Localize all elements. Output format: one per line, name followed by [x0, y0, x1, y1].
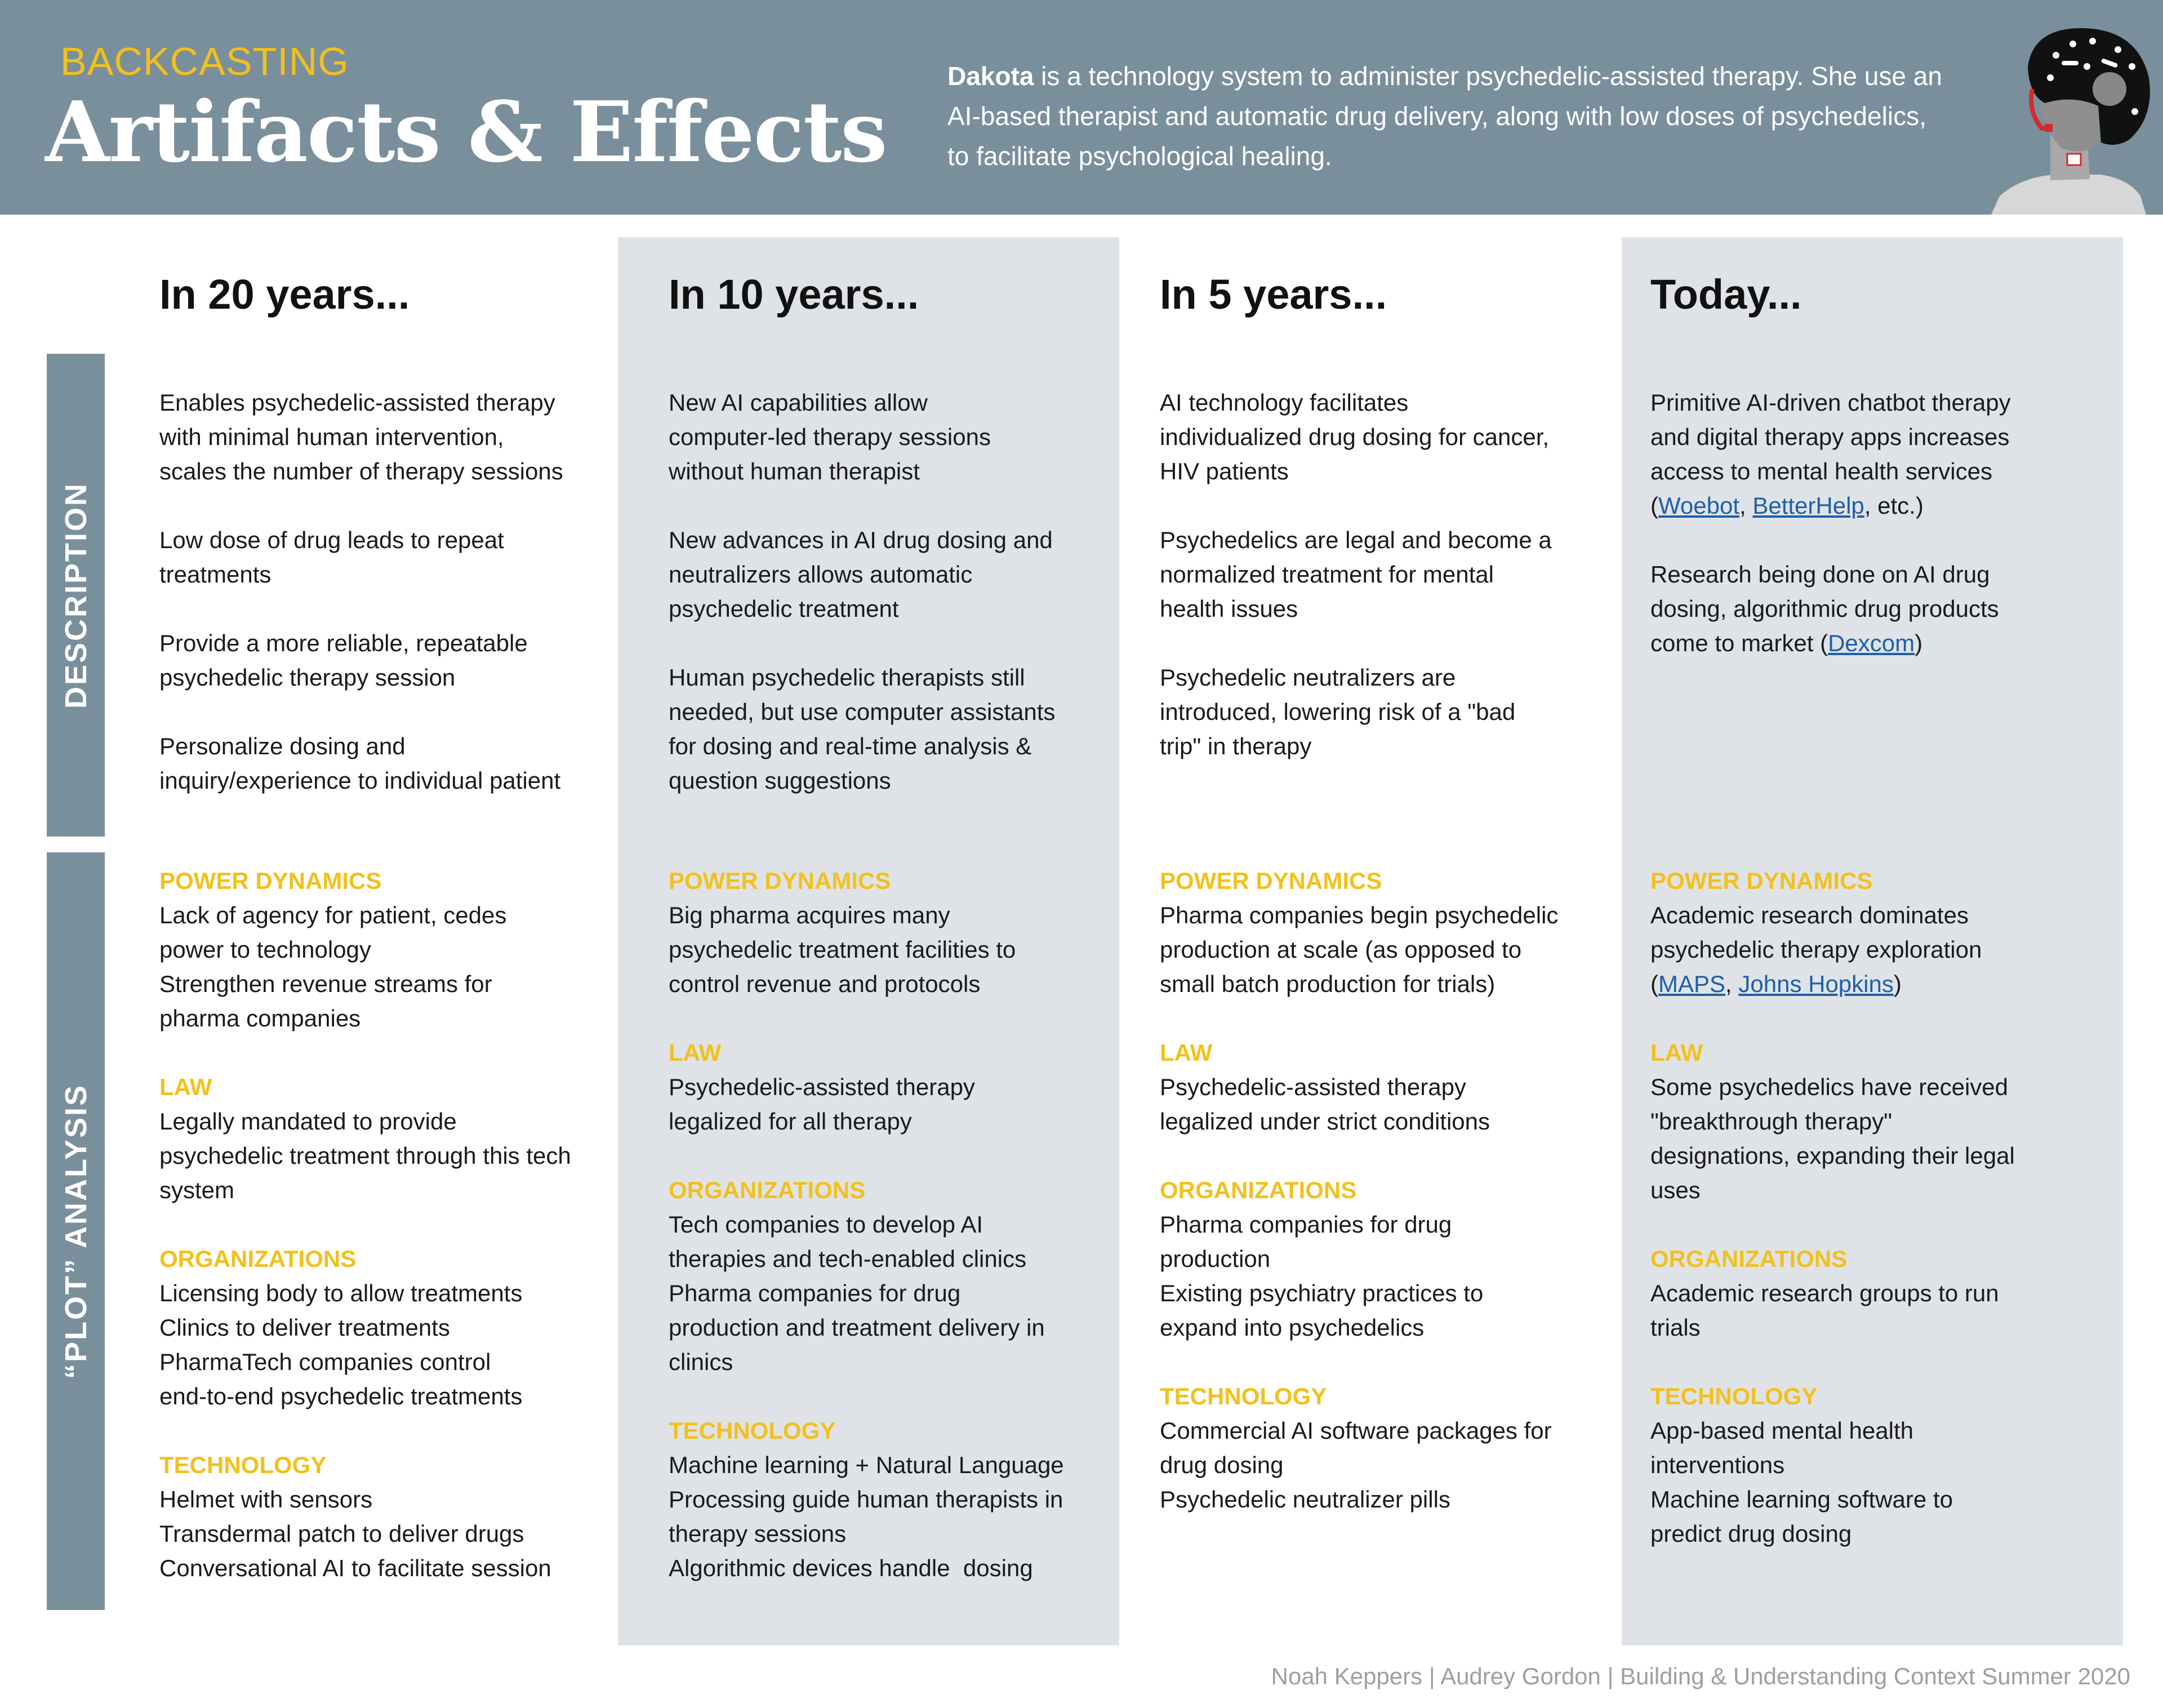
intro-rest: is a technology system to administer psy…	[947, 61, 1942, 171]
section-heading-organizations: ORGANIZATIONS	[1160, 1177, 1357, 1203]
section-body: Helmet with sensors Transdermal patch to …	[159, 1486, 551, 1581]
plot-analysis-block: POWER DYNAMICS Big pharma acquires many p…	[669, 864, 1119, 1620]
description-block: AI technology facilitates individualized …	[1160, 385, 1610, 798]
description-tab-label: DESCRIPTION	[59, 482, 93, 709]
section-body: Academic research dominates psychedelic …	[1650, 902, 1982, 997]
intro-text: Dakota is a technology system to adminis…	[947, 56, 1950, 176]
description-item: Research being done on AI drug dosing, a…	[1650, 561, 1999, 656]
plot-analysis-block: POWER DYNAMICS Academic research dominat…	[1650, 864, 2101, 1585]
section-heading-power: POWER DYNAMICS	[159, 868, 382, 894]
section-body: Pharma companies begin psychedelic produc…	[1160, 902, 1559, 997]
column-shade-10-years	[618, 237, 1119, 1645]
section-body: Psychedelic-assisted therapy legalized un…	[1160, 1074, 1490, 1135]
plot-analysis-tab: “PLOT” ANALYSIS	[47, 852, 105, 1610]
description-tab: DESCRIPTION	[47, 354, 105, 837]
kicker-label: BACKCASTING	[60, 39, 349, 83]
description-block: Primitive AI-driven chatbot therapy and …	[1650, 385, 2101, 695]
section-heading-organizations: ORGANIZATIONS	[159, 1246, 357, 1272]
section-heading-technology: TECHNOLOGY	[669, 1417, 836, 1444]
section-heading-technology: TECHNOLOGY	[159, 1452, 327, 1478]
section-heading-law: LAW	[159, 1074, 212, 1100]
section-body: App-based mental health interventions Mach…	[1650, 1417, 1953, 1547]
description-item: Psychedelics are legal and become a norma…	[1160, 527, 1552, 622]
section-body: Big pharma acquires many psychedelic trea…	[669, 902, 1016, 997]
section-heading-organizations: ORGANIZATIONS	[669, 1177, 866, 1203]
section-heading-power: POWER DYNAMICS	[1160, 868, 1382, 894]
section-heading-organizations: ORGANIZATIONS	[1650, 1246, 1848, 1272]
description-item: Psychedelic neutralizers are introduced, …	[1160, 664, 1516, 759]
description-item: New advances in AI drug dosing and neutra…	[669, 527, 1053, 622]
section-body: Lack of agency for patient, cedes power t…	[159, 902, 507, 1031]
description-item: Low dose of drug leads to repeat treatmen…	[159, 527, 504, 588]
plot-analysis-block: POWER DYNAMICS Pharma companies begin ps…	[1160, 864, 1610, 1551]
column-shade-today	[1622, 237, 2123, 1645]
betterhelp-link[interactable]: BetterHelp	[1752, 492, 1864, 519]
section-heading-power: POWER DYNAMICS	[669, 868, 891, 894]
section-body: Licensing body to allow treatments Clinic…	[159, 1280, 523, 1409]
section-body: Tech companies to develop AI therapies an…	[669, 1211, 1045, 1375]
description-item: Primitive AI-driven chatbot therapy and …	[1650, 389, 2011, 519]
description-block: New AI capabilities allow computer-led th…	[669, 385, 1119, 832]
description-block: Enables psychedelic-assisted therapy with…	[159, 385, 610, 832]
section-body: Commercial AI software packages for drug …	[1160, 1417, 1552, 1513]
woebot-link[interactable]: Woebot	[1658, 492, 1739, 519]
description-item: Personalize dosing and inquiry/experience…	[159, 733, 561, 794]
section-body: Pharma companies for drug production Exist…	[1160, 1211, 1484, 1341]
plot-analysis-tab-label: “PLOT” ANALYSIS	[59, 1083, 93, 1379]
column-heading: In 10 years...	[669, 271, 919, 318]
section-heading-technology: TECHNOLOGY	[1160, 1383, 1327, 1409]
column-heading: In 5 years...	[1160, 271, 1387, 318]
section-body: Some psychedelics have received "breakthr…	[1650, 1074, 2015, 1203]
johns-hopkins-link[interactable]: Johns Hopkins	[1738, 971, 1894, 997]
plot-analysis-block: POWER DYNAMICS Lack of agency for patien…	[159, 864, 610, 1620]
section-heading-law: LAW	[669, 1039, 722, 1066]
intro-bold: Dakota	[947, 61, 1034, 91]
section-heading-power: POWER DYNAMICS	[1650, 868, 1873, 894]
section-body: Psychedelic-assisted therapy legalized fo…	[669, 1074, 975, 1135]
column-heading: In 20 years...	[159, 271, 410, 318]
column-heading: Today...	[1650, 271, 1802, 318]
section-body: Legally mandated to provide psychedelic t…	[159, 1108, 571, 1203]
page-title: Artifacts & Effects	[45, 83, 888, 181]
maps-link[interactable]: MAPS	[1658, 971, 1726, 997]
section-heading-technology: TECHNOLOGY	[1650, 1383, 1818, 1409]
footer-credits: Noah Keppers | Audrey Gordon | Building …	[1271, 1663, 2130, 1689]
section-heading-law: LAW	[1650, 1039, 1703, 1066]
description-item: Human psychedelic therapists still needed…	[669, 664, 1056, 794]
helmet-person-icon	[1991, 28, 2150, 215]
description-item: New AI capabilities allow computer-led th…	[669, 389, 991, 484]
section-body: Machine learning + Natural Language Proce…	[669, 1452, 1064, 1581]
section-heading-law: LAW	[1160, 1039, 1213, 1066]
description-item: Provide a more reliable, repeatable psych…	[159, 630, 528, 691]
header-banner: BACKCASTING Artifacts & Effects Dakota i…	[0, 0, 2163, 215]
dexcom-link[interactable]: Dexcom	[1828, 630, 1915, 656]
description-item: AI technology facilitates individualized …	[1160, 389, 1550, 484]
section-body: Academic research groups to run trials	[1650, 1280, 1999, 1341]
description-item: Enables psychedelic-assisted therapy with…	[159, 389, 563, 484]
